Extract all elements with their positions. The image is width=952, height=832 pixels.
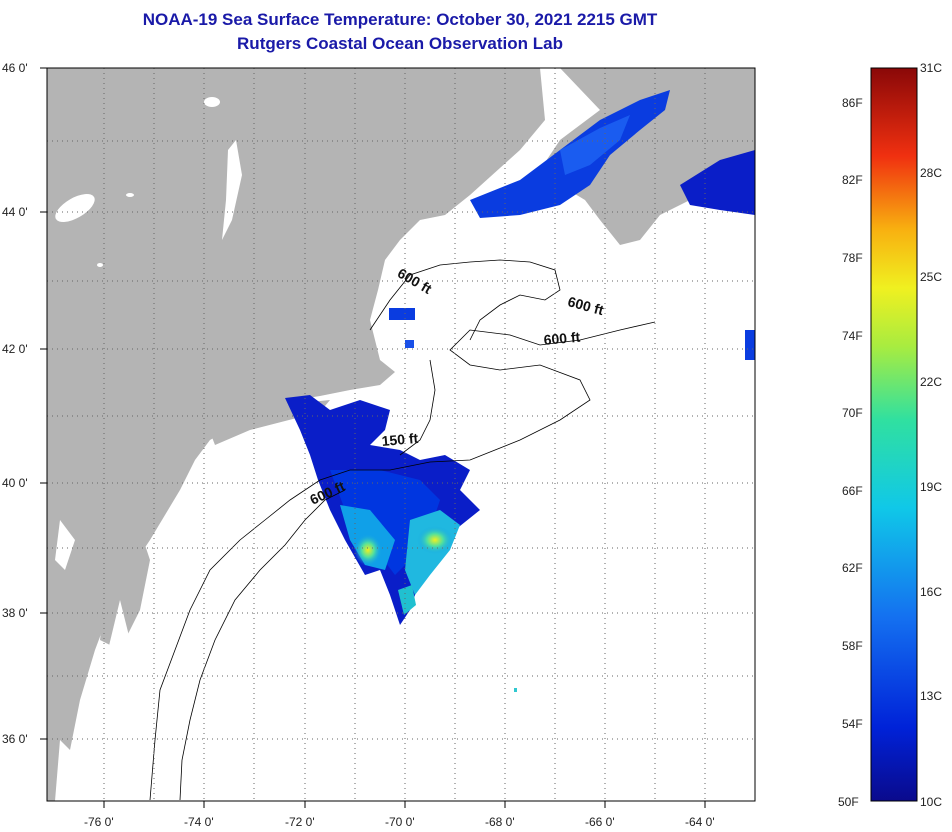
map-frame	[46, 67, 756, 802]
colorbar-c-label: 13C	[920, 689, 942, 703]
land-mainland	[47, 68, 545, 801]
sst-gulf-of-maine	[470, 90, 755, 218]
contour-label: 600 ft	[543, 329, 581, 348]
lon-label: -70 0'	[385, 815, 415, 829]
colorbar-f-label: 50F	[838, 795, 859, 809]
lat-label: 40 0'	[2, 476, 28, 490]
lon-label: -64 0'	[685, 815, 715, 829]
lon-label: -66 0'	[585, 815, 615, 829]
colorbar-f-label: 74F	[842, 329, 863, 343]
lat-label: 46 0'	[2, 61, 28, 75]
axis-ticks	[40, 67, 706, 808]
lon-label: -72 0'	[285, 815, 315, 829]
colorbar-f-label: 86F	[842, 96, 863, 110]
lat-label: 38 0'	[2, 606, 28, 620]
bathymetry-contours	[149, 259, 656, 801]
colorbar-c-label: 28C	[920, 166, 942, 180]
sst-offshore-plume	[285, 308, 755, 692]
colorbar-c-label: 25C	[920, 270, 942, 284]
colorbar-c-label: 16C	[920, 585, 942, 599]
map-area: 600 ft 600 ft 600 ft 150 ft 600 ft	[47, 68, 755, 801]
colorbar-c-label: 22C	[920, 375, 942, 389]
lat-label: 42 0'	[2, 342, 28, 356]
map-title: NOAA-19 Sea Surface Temperature: October…	[142, 10, 658, 29]
graticule	[47, 68, 755, 801]
land-nova-scotia	[540, 68, 755, 245]
colorbar-c-label: 10C	[920, 795, 942, 809]
colorbar-f-label: 78F	[842, 251, 863, 265]
lat-label: 36 0'	[2, 732, 28, 746]
colorbar-f-label: 70F	[842, 406, 863, 420]
contour-label: 150 ft	[381, 430, 419, 449]
lon-label: -68 0'	[485, 815, 515, 829]
lat-label: 44 0'	[2, 205, 28, 219]
colorbar-c-label: 31C	[920, 61, 942, 75]
colorbar-f-label: 62F	[842, 561, 863, 575]
land-delmarva	[100, 530, 150, 650]
colorbar-c-label: 19C	[920, 480, 942, 494]
colorbar-f-label: 58F	[842, 639, 863, 653]
map-subtitle: Rutgers Coastal Ocean Observation Lab	[237, 34, 563, 53]
colorbar-f-label: 54F	[842, 717, 863, 731]
lon-label: -76 0'	[84, 815, 114, 829]
lon-label: -74 0'	[184, 815, 214, 829]
colorbar	[870, 67, 918, 802]
colorbar-f-label: 82F	[842, 173, 863, 187]
colorbar-f-label: 66F	[842, 484, 863, 498]
